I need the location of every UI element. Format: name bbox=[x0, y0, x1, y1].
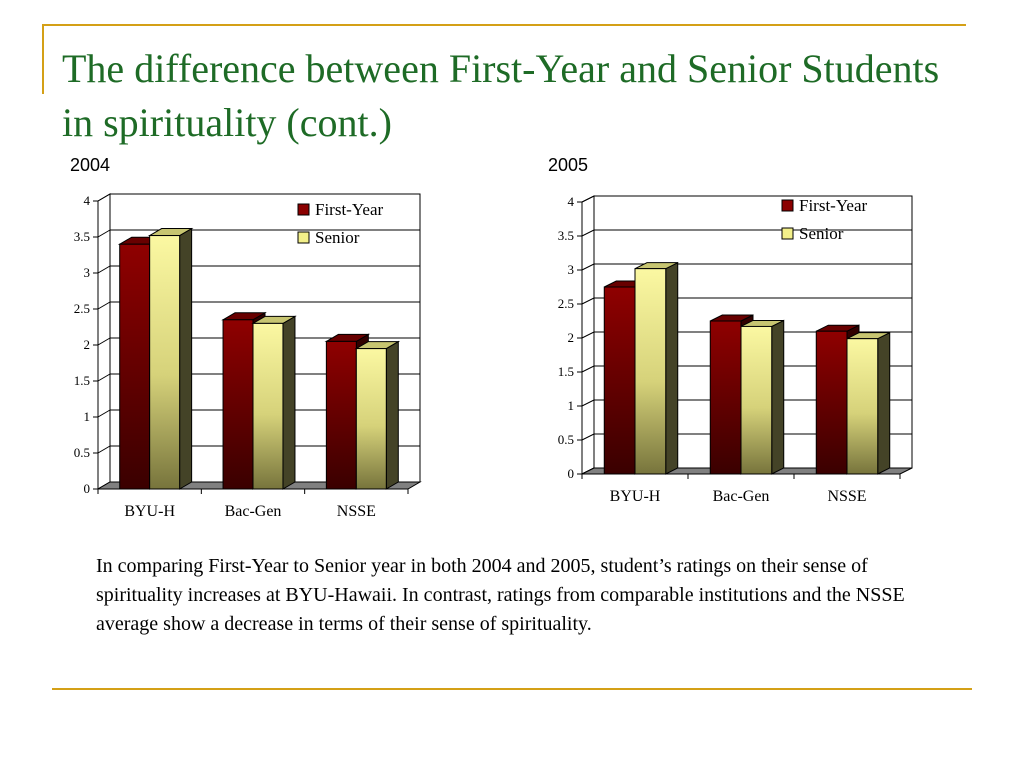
bar-front bbox=[815, 330, 848, 475]
gridline-diagonal bbox=[97, 265, 111, 274]
gridline-diagonal bbox=[97, 409, 111, 418]
bar-senior-bac-gen bbox=[251, 315, 297, 490]
gridline-diagonal bbox=[581, 195, 595, 203]
bar-front bbox=[252, 322, 284, 490]
bar-front bbox=[846, 338, 879, 475]
x-tick-label: BYU-H bbox=[610, 488, 661, 505]
legend-swatch-first-year bbox=[781, 199, 794, 212]
bar-side bbox=[179, 227, 193, 490]
y-tick-label: 0 bbox=[84, 481, 91, 496]
gridline-diagonal bbox=[581, 399, 595, 407]
bar-front bbox=[634, 268, 667, 475]
bar-senior-bac-gen bbox=[740, 319, 785, 475]
y-tick-label: 0.5 bbox=[74, 445, 90, 460]
caption-text: In comparing First-Year to Senior year i… bbox=[96, 555, 905, 635]
bar-front bbox=[355, 348, 387, 490]
gridline-diagonal bbox=[97, 445, 111, 454]
bar-front bbox=[149, 235, 181, 490]
chart-2004-title: 2004 bbox=[70, 155, 111, 175]
bar-side bbox=[771, 319, 785, 475]
y-tick-label: 3 bbox=[84, 265, 91, 280]
bar-senior-byu-h bbox=[634, 261, 679, 475]
bar-senior-nsse bbox=[354, 340, 401, 490]
legend-swatch-senior bbox=[781, 227, 794, 240]
y-tick-label: 2.5 bbox=[74, 301, 90, 316]
y-tick-label: 4 bbox=[84, 193, 91, 208]
gridline-diagonal bbox=[97, 301, 111, 310]
y-tick-label: 3 bbox=[568, 262, 575, 277]
legend-label-first-year: First-Year bbox=[799, 196, 868, 215]
gridline-diagonal bbox=[581, 297, 595, 305]
gridline-diagonal bbox=[581, 365, 595, 373]
legend: First-Year Senior bbox=[781, 196, 868, 243]
y-tick-label: 3.5 bbox=[74, 229, 90, 244]
gridline-diagonal bbox=[581, 229, 595, 237]
bar-senior-byu-h bbox=[147, 227, 194, 490]
gridline-diagonal bbox=[97, 229, 111, 238]
left-accent-line bbox=[42, 24, 44, 94]
y-tick-label: 2 bbox=[568, 330, 575, 345]
y-tick-label: 0 bbox=[568, 466, 575, 481]
x-tick-label: NSSE bbox=[337, 503, 376, 520]
gridline-diagonal bbox=[581, 263, 595, 271]
bar-side bbox=[877, 331, 891, 475]
y-tick-label: 0.5 bbox=[558, 432, 574, 447]
gridline-diagonal bbox=[581, 433, 595, 441]
bar-front bbox=[119, 243, 151, 490]
legend: First-Year Senior bbox=[297, 200, 384, 247]
bar-front bbox=[740, 325, 773, 475]
x-tick-label: Bac-Gen bbox=[713, 488, 770, 505]
bar-side bbox=[385, 340, 399, 490]
bar-side bbox=[282, 315, 296, 490]
bar-front bbox=[709, 320, 742, 475]
y-tick-label: 2.5 bbox=[558, 296, 574, 311]
y-tick-label: 3.5 bbox=[558, 228, 574, 243]
y-tick-label: 1 bbox=[84, 409, 91, 424]
legend-swatch-senior bbox=[297, 231, 310, 244]
legend-swatch-first-year bbox=[297, 203, 310, 216]
y-tick-label: 4 bbox=[568, 194, 575, 209]
legend-label-first-year: First-Year bbox=[315, 200, 384, 219]
top-accent-line bbox=[42, 24, 966, 26]
bar-front bbox=[325, 340, 357, 490]
y-tick-label: 2 bbox=[84, 337, 91, 352]
gridline-diagonal bbox=[97, 373, 111, 382]
y-tick-label: 1.5 bbox=[74, 373, 90, 388]
bar-side bbox=[665, 261, 679, 475]
slide-title: The difference between First-Year and Se… bbox=[62, 46, 940, 145]
bar-senior-nsse bbox=[846, 331, 891, 475]
y-tick-label: 1.5 bbox=[558, 364, 574, 379]
y-tick-label: 1 bbox=[568, 398, 575, 413]
legend-label-senior: Senior bbox=[799, 224, 844, 243]
gridline-diagonal bbox=[97, 337, 111, 346]
gridline-diagonal bbox=[581, 331, 595, 339]
bar-front bbox=[603, 286, 636, 475]
x-tick-label: Bac-Gen bbox=[225, 503, 282, 520]
legend-label-senior: Senior bbox=[315, 228, 360, 247]
chart-2004: 0 0.5 1 1.5 2 2.5 3 3.5 4 BYU-H Bac-Gen NSSE First-Y… bbox=[74, 193, 422, 520]
chart-2005: 0 0.5 1 1.5 2 2.5 3 3.5 4 BYU-H Bac-Gen NSSE First-Y… bbox=[558, 194, 913, 505]
gridline-diagonal bbox=[97, 193, 111, 202]
chart-2005-title: 2005 bbox=[548, 155, 589, 175]
x-tick-label: BYU-H bbox=[124, 503, 175, 520]
x-tick-label: NSSE bbox=[827, 488, 866, 505]
bar-front bbox=[222, 319, 254, 490]
bottom-accent-line bbox=[52, 688, 972, 690]
